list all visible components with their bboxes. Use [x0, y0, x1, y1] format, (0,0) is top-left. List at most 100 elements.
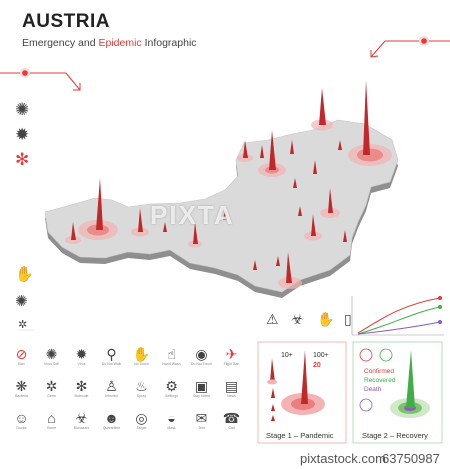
- settings-icon: ⚙: [165, 378, 178, 394]
- icon-label: Virus: [77, 362, 86, 366]
- legend-confirmed: Confirmed: [364, 368, 394, 375]
- icon-label: Biohazard: [73, 426, 90, 430]
- subtitle-post: Infographic: [141, 37, 197, 49]
- hand-ban-icon: ✋: [15, 266, 34, 283]
- icon-cell: ☎ Call: [218, 410, 245, 430]
- legend-recovered: Recovered: [364, 377, 396, 384]
- icon-cell: ✈ Flight Ban: [218, 346, 245, 366]
- mask-icon: ◒: [167, 410, 176, 426]
- icon-label: Infected: [105, 394, 118, 398]
- arrow-left-icon: [0, 68, 81, 91]
- germ-small-icon: ✲: [18, 319, 28, 331]
- icon-cell: ◉ Do Not Touch: [188, 346, 215, 366]
- icon-label: Stay Home: [192, 394, 211, 398]
- icon-label: Settings: [165, 394, 178, 398]
- hand-wash-icon: ☝: [167, 346, 176, 362]
- stage1-panel: [257, 341, 347, 444]
- icon-label: Test: [198, 426, 205, 430]
- house-icon: ⌂: [47, 410, 56, 426]
- page-title: AUSTRIA: [22, 11, 110, 32]
- icon-cell: ✲ Germ: [38, 378, 65, 398]
- virus-alt-icon: ✹: [75, 346, 88, 362]
- stage2-panel: [352, 341, 443, 444]
- stage1-label-a: 10+: [281, 352, 293, 359]
- stage1-label-c: 20: [313, 362, 321, 369]
- icon-cell: ▣ Stay Home: [188, 378, 215, 398]
- icon-cell: ⚙ Settings: [158, 378, 185, 398]
- warning-icon: ⚠: [266, 311, 279, 327]
- icon-cell: ✉ Test: [188, 410, 215, 430]
- eye-icon: ◉: [195, 346, 208, 362]
- icon-label: Bacteria: [15, 394, 28, 398]
- footer-bar: [0, 447, 450, 469]
- subtitle-pre: Emergency and: [22, 37, 99, 49]
- window-icon: ▣: [194, 378, 209, 394]
- icon-label: Quarantine: [102, 426, 121, 430]
- people-icon: ☻: [104, 410, 119, 426]
- icon-label: Spray: [136, 394, 147, 398]
- icon-cell: ☻ Quarantine: [98, 410, 125, 430]
- ban-icon: ⊘: [15, 346, 28, 362]
- icon-label: Doctor: [16, 426, 27, 430]
- test-icon: ✉: [195, 410, 208, 426]
- icon-cell: ❋ Bacteria: [8, 378, 35, 398]
- icon-cell: ✻ Molecule: [68, 378, 95, 398]
- stage1-graphic: [267, 350, 325, 421]
- molecule-icon: ✻: [75, 378, 88, 394]
- icon-label: Flight Ban: [223, 362, 240, 366]
- icon-label: No Touch: [134, 362, 149, 366]
- icon-label: Molecule: [74, 394, 89, 398]
- icon-label: News: [227, 394, 236, 398]
- icon-label: Ban: [18, 362, 25, 366]
- page-subtitle: Emergency and Epidemic Infographic: [22, 37, 197, 49]
- virus-small-icon: ✺: [15, 293, 28, 310]
- person-icon: ♙: [105, 378, 118, 394]
- icon-cell: ⊘ Ban: [8, 346, 35, 366]
- stop-hand-icon: ✋: [317, 311, 335, 327]
- biohazard-icon: ☣: [75, 410, 88, 426]
- target-icon: ◎: [135, 410, 148, 426]
- legend-death: Death: [364, 386, 382, 393]
- walk-icon: ⚲: [106, 346, 117, 362]
- icon-label: Mask: [167, 426, 176, 430]
- virus-icon: ✺: [45, 346, 58, 362]
- no-touch-icon: ✋: [132, 346, 151, 362]
- stage2-caption: Stage 2 – Recovery: [362, 431, 428, 440]
- icon-cell: ☺ Doctor: [8, 410, 35, 430]
- icon-cell: ⌂ Home: [38, 410, 65, 430]
- icon-label: Do Not Touch: [190, 362, 213, 366]
- icon-label: Home: [46, 426, 57, 430]
- icon-cell: ☣ Biohazard: [68, 410, 95, 430]
- flight-icon: ✈: [225, 346, 238, 362]
- epidemic-spikes: [71, 80, 370, 283]
- biohazard-icon: ☣: [291, 311, 304, 327]
- icon-label: Germ: [47, 394, 56, 398]
- footer-logo: pixtastock.com: [300, 451, 386, 466]
- spray-icon: ♨: [135, 378, 148, 394]
- icon-cell: ▤ News: [218, 378, 245, 398]
- icon-cell: ✺ Virus Cell: [38, 346, 65, 366]
- arrow-top-right-icon: [370, 36, 450, 58]
- bacteria-icon: ❋: [15, 378, 28, 394]
- news-icon: ▤: [224, 378, 239, 394]
- austria-map: [44, 119, 399, 298]
- stage1-caption: Stage 1 – Pandemic: [266, 431, 334, 440]
- icon-label: Virus Cell: [44, 362, 59, 366]
- icon-cell: ◎ Target: [128, 410, 155, 430]
- icon-cell: ✋ No Touch: [128, 346, 155, 366]
- virus-ban-icon: ✻: [15, 150, 30, 169]
- stage1-label-b: 100+: [313, 352, 329, 359]
- icon-cell: ♨ Spray: [128, 378, 155, 398]
- icon-cell: ⚲ Do Not Walk: [98, 346, 125, 366]
- icon-label: Call: [228, 426, 235, 430]
- icon-label: Target: [136, 426, 147, 430]
- phone-icon: ▯: [344, 311, 352, 327]
- trend-chart: [351, 296, 444, 336]
- watermark: PIXTA: [150, 200, 235, 230]
- call-icon: ☎: [222, 410, 241, 426]
- virus-cell-icon: ✺: [15, 100, 30, 119]
- icon-label: Do Not Walk: [101, 362, 122, 366]
- icon-cell: ☝ Hand Wash: [158, 346, 185, 366]
- footer-id: 63750987: [382, 451, 440, 466]
